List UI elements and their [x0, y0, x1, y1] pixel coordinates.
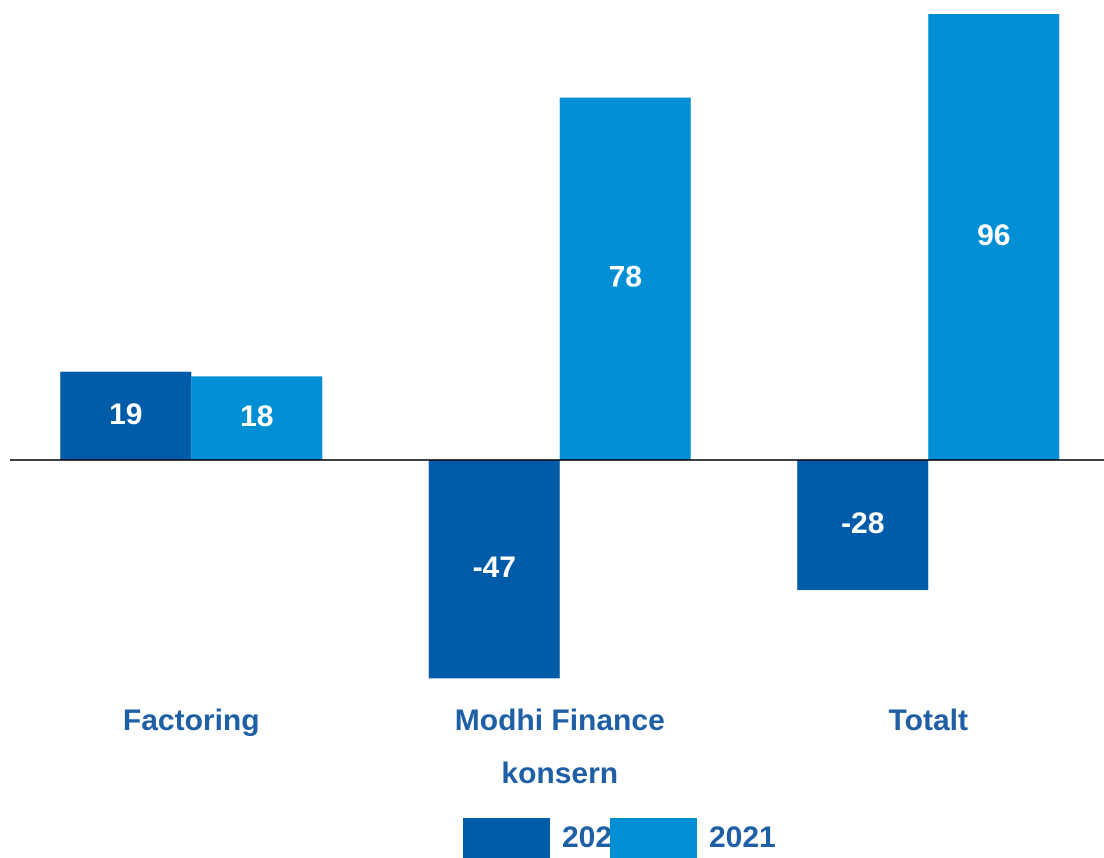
legend-swatch: [463, 818, 550, 858]
data-label: -28: [841, 507, 884, 540]
bar: [428, 460, 560, 679]
category-label: Totalt: [888, 704, 968, 737]
data-label: 96: [977, 219, 1010, 252]
category-label: Modhi Finance konsern: [454, 704, 665, 790]
data-label: 18: [240, 400, 273, 433]
legend-label: 2021: [709, 821, 776, 854]
bar: [60, 371, 192, 460]
legend-swatch: [610, 818, 697, 858]
category-label: Factoring: [122, 704, 260, 737]
data-label: -47: [473, 551, 516, 584]
bar: [797, 460, 929, 591]
data-label: 78: [609, 261, 642, 294]
bar: [559, 97, 691, 460]
data-label: 19: [109, 398, 142, 431]
bar: [928, 14, 1060, 460]
bar: [191, 376, 323, 460]
